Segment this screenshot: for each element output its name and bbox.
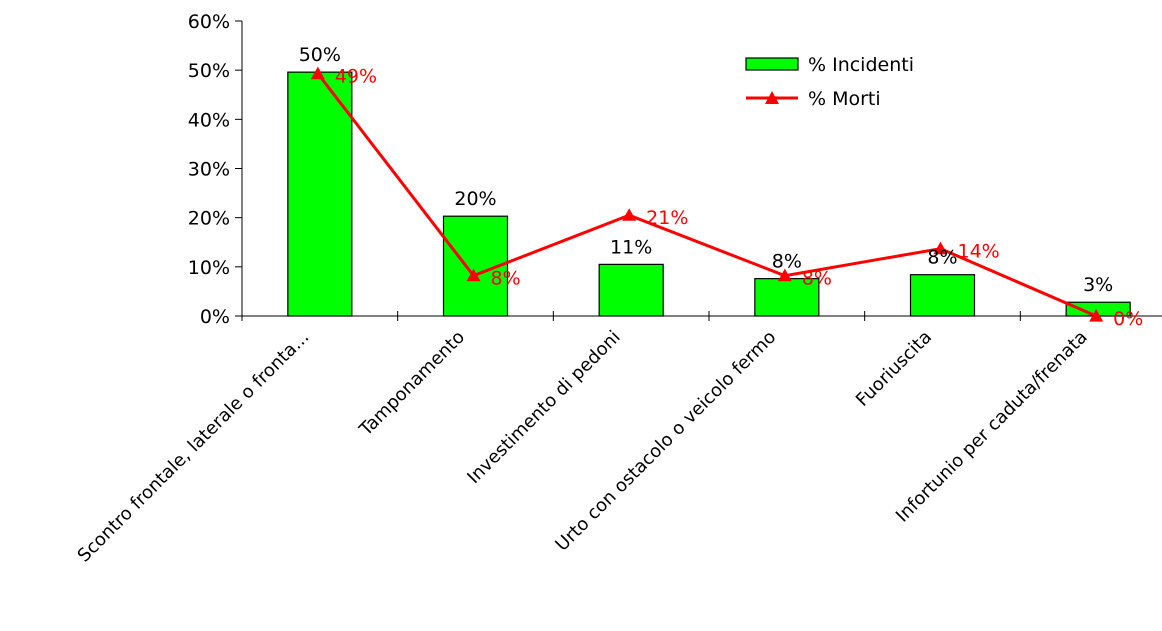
line-value-label: 49% [335, 66, 377, 88]
line-value-label: 21% [646, 207, 688, 229]
line-value-label: 8% [802, 268, 832, 290]
x-category-label: Infortunio per caduta/frenata [892, 327, 1092, 527]
bar-value-label: 20% [454, 188, 496, 210]
x-category-label: Scontro frontale, laterale o fronta... [74, 327, 314, 567]
bar [754, 278, 820, 317]
legend: % Incidenti % Morti [745, 54, 914, 110]
y-tick-label: 60% [188, 11, 230, 33]
line-point-marker [933, 241, 948, 255]
y-tick-label: 20% [188, 208, 230, 230]
legend-marker-morti [765, 91, 779, 104]
y-tick-label: 30% [188, 159, 230, 181]
y-tick-label: 0% [200, 306, 230, 328]
bar-value-label: 50% [299, 44, 341, 66]
bar [598, 263, 664, 317]
line-point-marker [310, 66, 325, 80]
line-value-label: 14% [958, 241, 1000, 263]
y-tick-label: 40% [188, 109, 230, 131]
y-tick-label: 10% [188, 257, 230, 279]
data-labels: 50%20%11%8% 8%3%49%8%21%8%14%0% [299, 44, 1144, 330]
line-point-marker [622, 208, 637, 221]
bar [909, 274, 976, 317]
bar-value-label: 8% [927, 247, 957, 269]
bar-series [287, 71, 1131, 317]
legend-label-morti: % Morti [808, 88, 881, 110]
x-category-label: Tamponamento [355, 327, 469, 441]
line-value-label: 0% [1113, 308, 1143, 330]
line-value-label: 8% [491, 268, 521, 290]
line-path [316, 72, 1097, 318]
line-point-marker [777, 268, 792, 282]
bar-value-label: 11% [610, 236, 652, 258]
x-category-label: Fuoriuscita [852, 327, 936, 411]
x-category-label: Investimento di pedoni [463, 327, 624, 488]
y-tick-label: 50% [188, 60, 230, 82]
legend-label-incidenti: % Incidenti [808, 54, 914, 76]
line-series [310, 66, 1104, 322]
bar-value-label: 8% [772, 251, 802, 273]
line-point-marker [1089, 309, 1104, 322]
bar [287, 71, 353, 317]
bar-value-label: 3% [1083, 274, 1113, 296]
line-point-marker [466, 268, 481, 282]
legend-swatch-incidenti [745, 57, 799, 71]
